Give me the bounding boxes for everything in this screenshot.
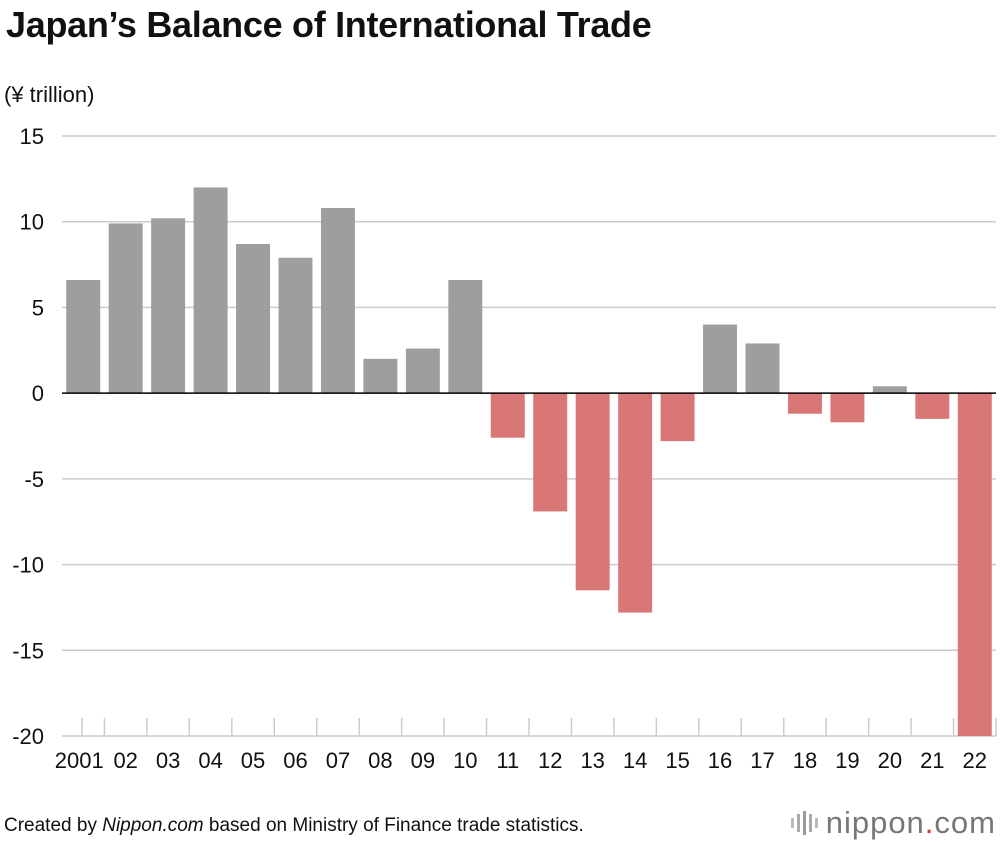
bar-2001 [66, 280, 101, 394]
x-tick-label: 2001 [55, 748, 104, 773]
bar-16 [703, 324, 738, 394]
bar-05 [236, 244, 271, 394]
x-tick-label: 18 [793, 748, 817, 773]
footer-source-name: Nippon.com [102, 815, 204, 836]
x-tick-label: 16 [708, 748, 732, 773]
x-tick-label: 14 [623, 748, 647, 773]
x-tick-label: 08 [368, 748, 392, 773]
x-tick-label: 06 [283, 748, 307, 773]
bar-22 [957, 393, 992, 736]
y-tick-label: 0 [32, 381, 44, 406]
x-tick-label: 05 [241, 748, 265, 773]
x-tick-label: 03 [156, 748, 180, 773]
y-tick-label: -20 [12, 724, 44, 749]
bar-21 [915, 393, 950, 419]
y-axis-unit-label: (¥ trillion) [4, 82, 95, 107]
bars [66, 187, 992, 736]
nippon-logo: nippon. com [790, 805, 996, 841]
logo-dot: . [924, 805, 935, 840]
x-tick-label: 22 [963, 748, 987, 773]
footer-suffix: based on Ministry of Finance trade stati… [203, 815, 584, 836]
nippon-bars-icon [790, 811, 818, 835]
y-tick-label: 5 [32, 295, 44, 320]
chart-title: Japan’s Balance of International Trade [6, 4, 652, 45]
bar-19 [830, 393, 865, 423]
bar-14 [618, 393, 653, 613]
bar-15 [660, 393, 695, 442]
bar-18 [787, 393, 822, 414]
bar-09 [405, 348, 440, 394]
y-tick-label: -10 [12, 553, 44, 578]
bar-02 [108, 223, 143, 394]
x-tick-label: 12 [538, 748, 562, 773]
footer-prefix: Created by [4, 815, 103, 836]
bar-04 [193, 187, 228, 394]
bar-06 [278, 257, 313, 394]
y-tick-label: 15 [20, 124, 44, 149]
bar-12 [533, 393, 568, 512]
bar-chart: 15 10 5 0 -5 -10 -15 -20 2001 02 03 04 05 06 07 08 09 10 1… [12, 124, 997, 773]
bar-11 [490, 393, 525, 438]
bar-20 [872, 386, 907, 394]
x-tick-label: 02 [113, 748, 137, 773]
bar-08 [363, 358, 398, 394]
tick-labels: 15 10 5 0 -5 -10 -15 -20 2001 02 03 04 05 06 07 08 09 10 1… [12, 124, 987, 773]
logo-text-main: nippon [825, 805, 925, 840]
y-tick-label: 10 [20, 210, 44, 235]
x-tick-label: 09 [411, 748, 435, 773]
x-tick-label: 11 [496, 748, 519, 773]
x-tick-label: 21 [920, 748, 944, 773]
bar-03 [151, 218, 186, 394]
x-tick-label: 20 [878, 748, 902, 773]
x-tick-label: 19 [835, 748, 859, 773]
x-tick-label: 13 [580, 748, 604, 773]
x-tick-label: 15 [665, 748, 689, 773]
axes [62, 392, 997, 736]
x-tick-label: 17 [750, 748, 774, 773]
bar-13 [575, 393, 610, 591]
y-tick-label: -15 [12, 638, 44, 663]
bar-17 [745, 343, 780, 394]
bar-10 [448, 280, 483, 394]
bar-07 [320, 208, 355, 394]
y-tick-label: -5 [24, 467, 44, 492]
x-tick-label: 10 [453, 748, 477, 773]
logo-text-tail: com [934, 805, 996, 840]
x-tick-label: 07 [326, 748, 350, 773]
x-tick-label: 04 [198, 748, 222, 773]
source-footer: Created by Nippon.com based on Ministry … [4, 815, 584, 837]
